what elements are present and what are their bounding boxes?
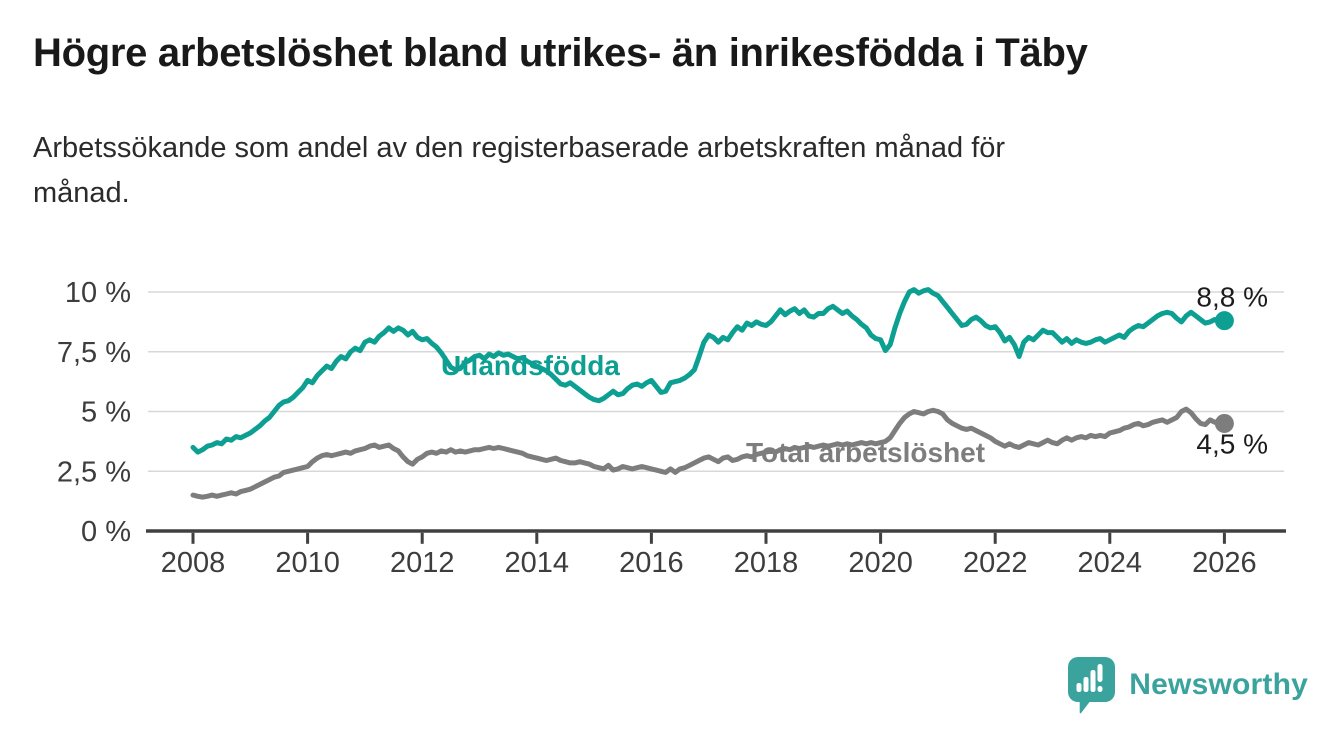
y-axis-tick-label: 10 %	[65, 277, 131, 309]
x-axis-tick-label: 2014	[505, 547, 570, 579]
chart-subtitle-line-2: månad.	[33, 176, 130, 209]
newsworthy-logo-text: Newsworthy	[1129, 668, 1308, 701]
series-inline-label: Total arbetslöshet	[746, 437, 985, 468]
chart-subtitle: Arbetssökande som andel av den registerb…	[33, 126, 1303, 216]
series-end-dot	[1214, 311, 1234, 331]
chart-subtitle-line-1: Arbetssökande som andel av den registerb…	[33, 132, 1006, 164]
x-axis-tick-label: 2020	[848, 547, 913, 579]
series-line-utlandsfodda	[190, 287, 1227, 455]
series-line-total-arbetsloshet	[190, 406, 1227, 500]
x-axis-tick-label: 2008	[161, 547, 226, 579]
newsworthy-logo: Newsworthy	[1067, 654, 1308, 716]
series-end-value-label: 8,8 %	[1196, 282, 1268, 313]
x-axis-tick-label: 2012	[390, 547, 455, 579]
x-axis-tick-label: 2010	[275, 547, 340, 579]
x-axis-tick-label: 2024	[1078, 547, 1143, 579]
y-axis-tick-label: 2,5 %	[57, 456, 131, 488]
y-axis-tick-label: 0 %	[81, 516, 131, 548]
x-axis-tick-label: 2016	[619, 547, 684, 579]
series-end-value-label: 4,5 %	[1196, 428, 1268, 459]
x-axis-tick-label: 2026	[1192, 547, 1257, 579]
y-axis-tick-label: 7,5 %	[57, 337, 131, 369]
newsworthy-bubble-bar-chart-icon	[1068, 657, 1116, 714]
series-end-dot	[1214, 413, 1234, 433]
series-inline-label: Utlandsfödda	[441, 350, 620, 381]
y-axis-tick-label: 5 %	[81, 397, 131, 429]
x-axis-tick-label: 2018	[734, 547, 799, 579]
chart-title: Högre arbetslöshet bland utrikes- än inr…	[33, 31, 1088, 75]
x-axis-tick-label: 2022	[963, 547, 1028, 579]
